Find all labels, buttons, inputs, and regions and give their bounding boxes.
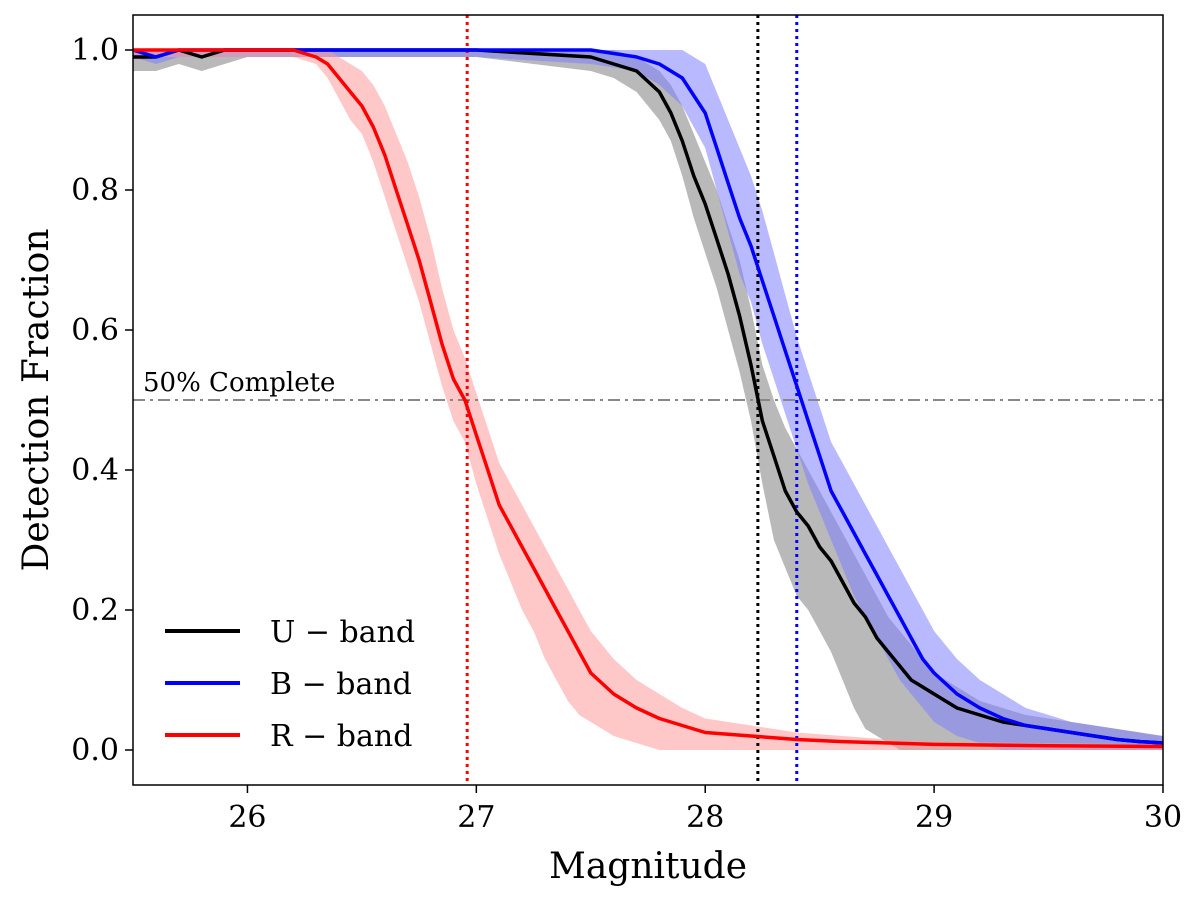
- y-tick-label-0: 0.0: [71, 733, 119, 768]
- fifty-percent-annotation: 50% Complete: [143, 368, 335, 398]
- x-tick-label-1: 27: [457, 800, 495, 835]
- plot-frame: [132, 14, 1164, 786]
- series-line-2: [133, 48, 1164, 749]
- axis-ticks: 26 27 28 29 30 0.0 0.2 0.4 0.6 0.8 1.0: [71, 33, 1182, 835]
- series-line-1: [132, 48, 1164, 745]
- series-lines: [132, 48, 1164, 749]
- y-tick-label-3: 0.6: [71, 313, 119, 348]
- y-tick-label-4: 0.8: [71, 173, 119, 208]
- legend-label-0: U − band: [270, 615, 415, 650]
- legend-label-1: B − band: [270, 667, 412, 702]
- x-tick-label-4: 30: [1144, 800, 1182, 835]
- legend-label-2: R − band: [270, 719, 412, 754]
- y-tick-label-5: 1.0: [71, 33, 119, 68]
- series-line-0: [133, 48, 1164, 745]
- y-tick-label-2: 0.4: [71, 453, 119, 488]
- x-tick-label-3: 29: [915, 800, 953, 835]
- x-axis-title: Magnitude: [549, 846, 747, 887]
- x-tick-label-0: 26: [228, 800, 266, 835]
- legend: U − band B − band R − band: [165, 615, 415, 754]
- y-tick-label-1: 0.2: [71, 593, 119, 628]
- x-tick-label-2: 28: [686, 800, 724, 835]
- y-axis-title: Detection Fraction: [16, 228, 57, 571]
